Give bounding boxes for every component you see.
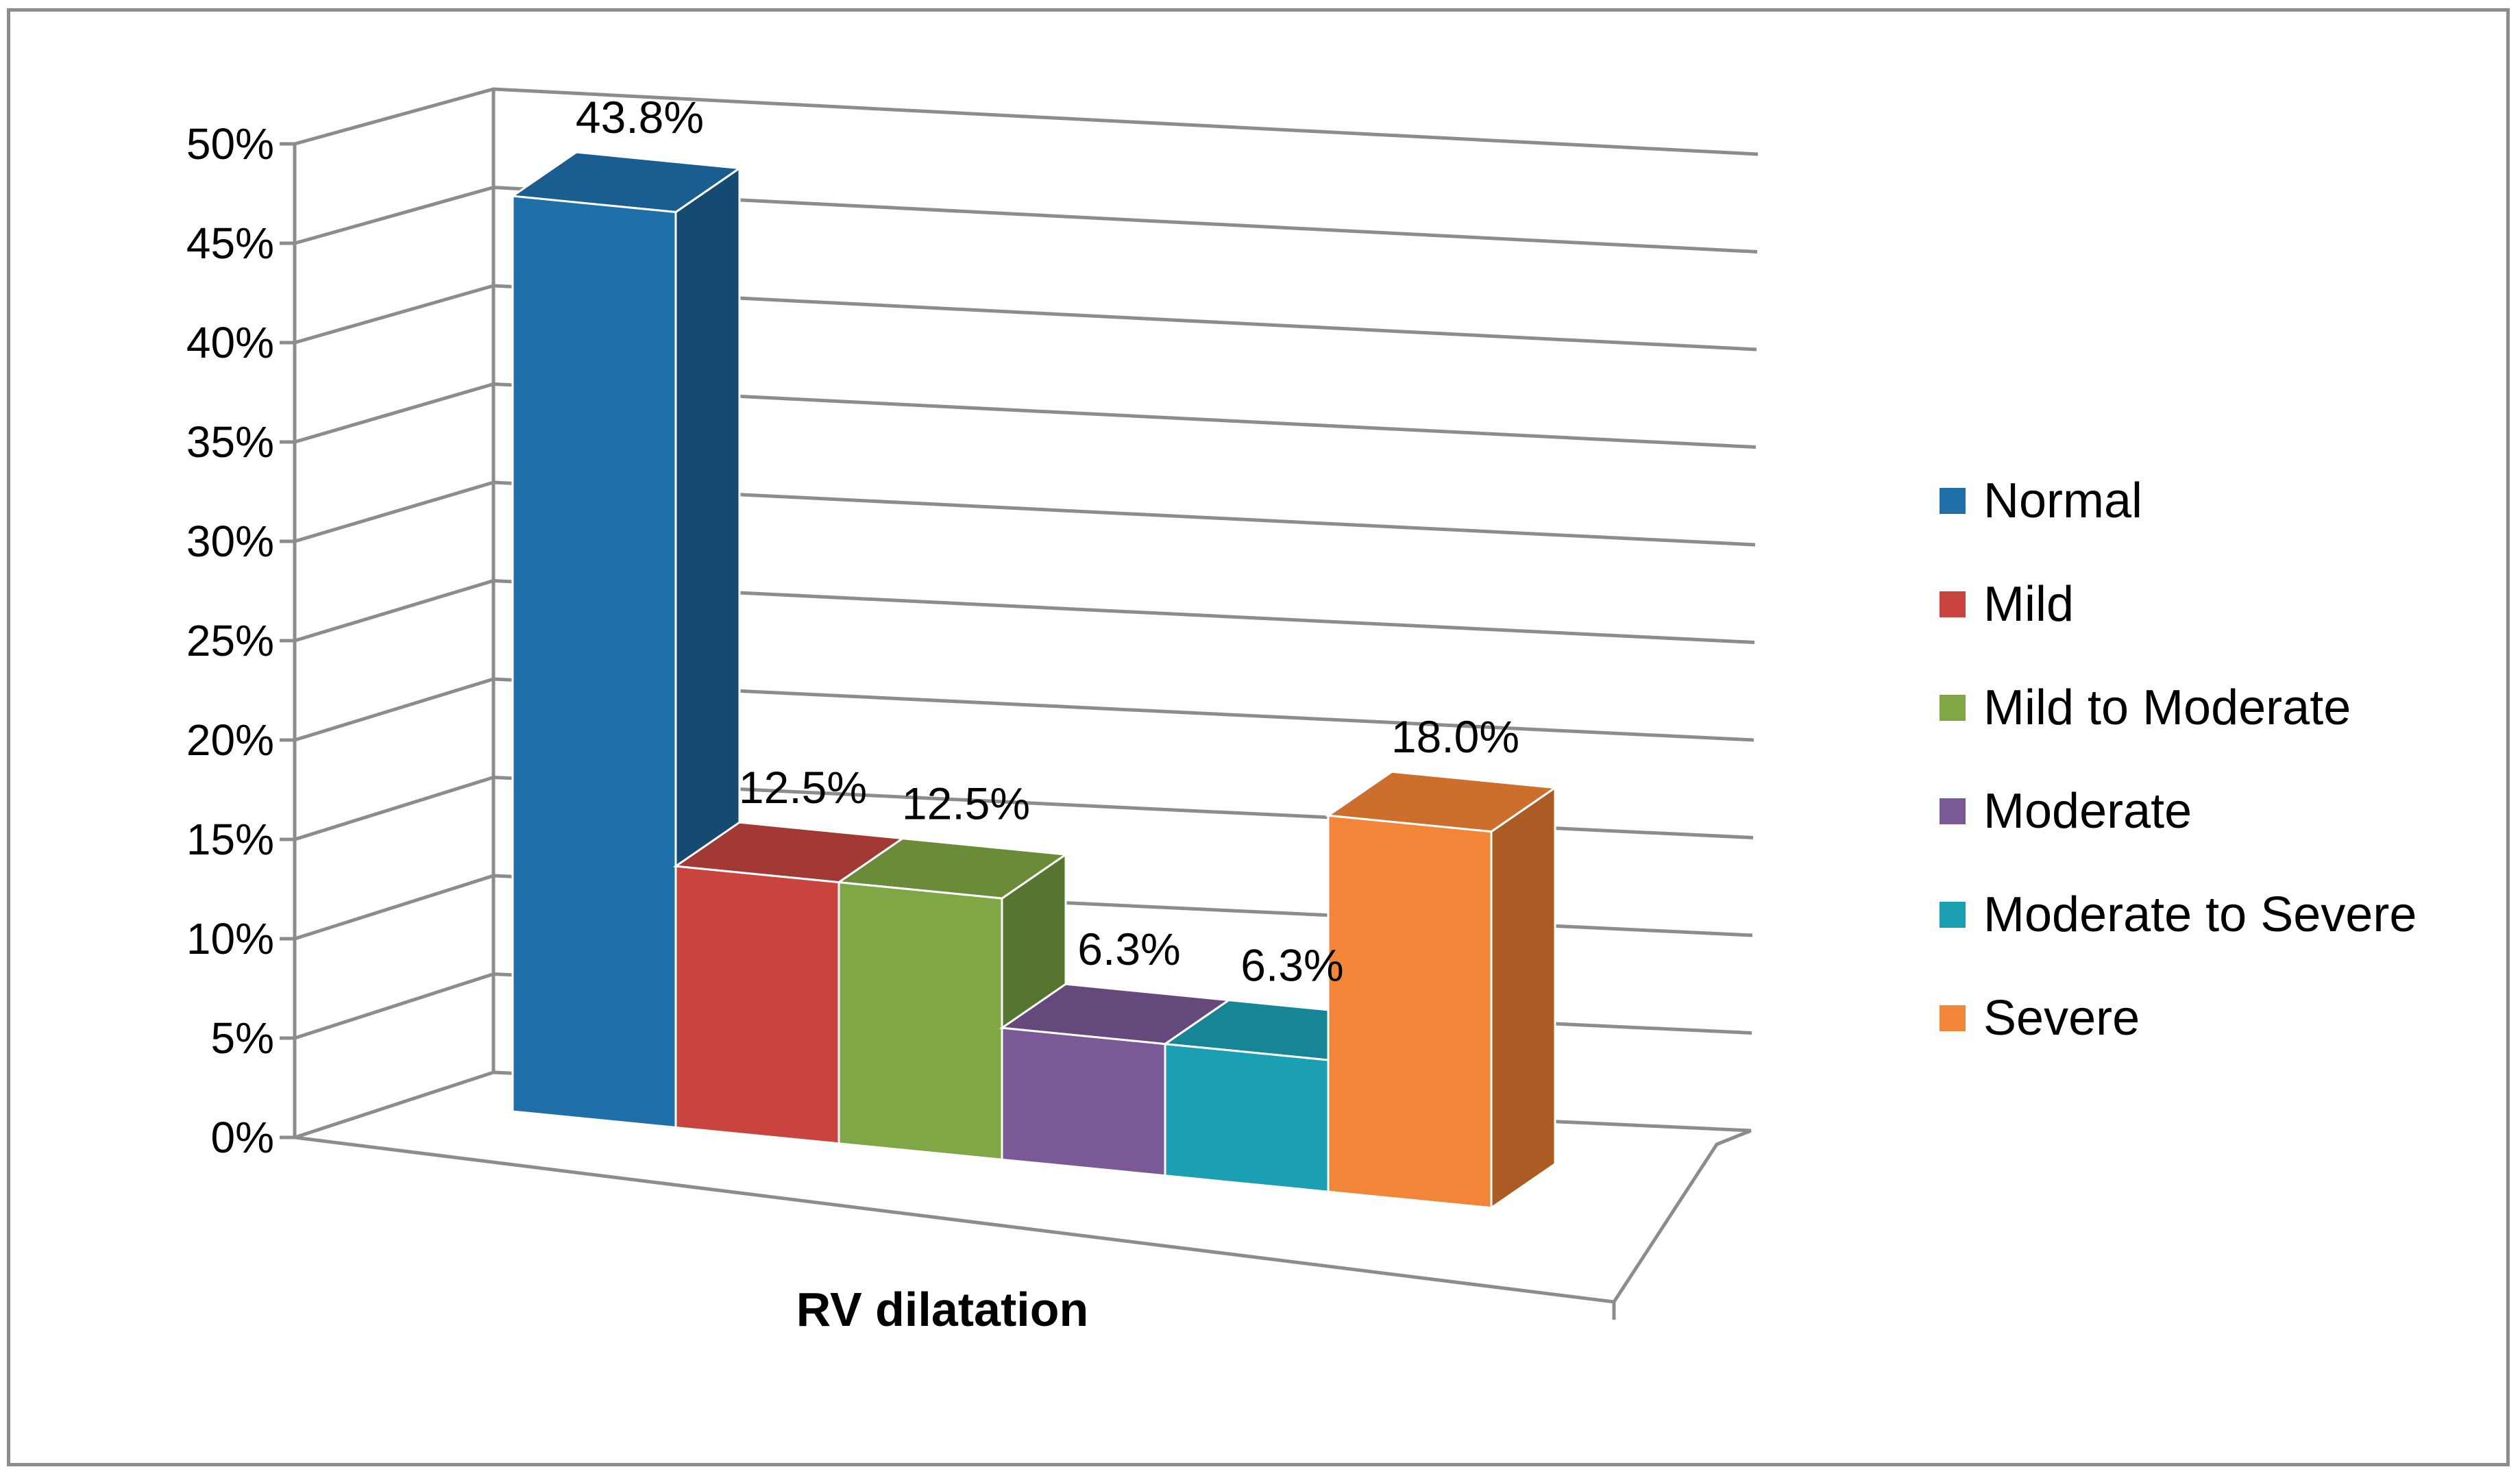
legend-label: Severe [1983,990,2140,1046]
legend-swatch-icon [1940,591,1966,617]
bar-side-face [1490,785,1556,1210]
gridline [294,87,1759,156]
legend-label: Normal [1983,473,2143,528]
y-tick-label: 35% [186,417,274,467]
legend-item-mild: Mild [1940,552,2417,656]
y-tick-label: 0% [211,1113,275,1162]
data-label: 43.8% [576,92,704,143]
data-labels: 43.8% 12.5% 12.5% 6.3% 6.3% 18.0% [576,92,1519,991]
axes: 0% 5% 10% 15% 20% 25% 30% 35% 40% 45% 50% [186,89,1752,1320]
y-tick-label: 25% [186,616,274,665]
bar-front-face [511,195,677,1129]
y-tick-label: 5% [211,1013,275,1063]
legend-swatch-icon [1940,901,1966,928]
legend-label: Moderate to Severe [1983,887,2417,942]
legend-label: Mild [1983,576,2075,632]
x-axis-title: RV dilatation [796,1283,1089,1336]
legend-label: Mild to Moderate [1983,680,2351,735]
bar-front-face [1164,1042,1330,1193]
bar-front-face [1001,1026,1166,1177]
legend-swatch-icon [1940,1005,1966,1031]
y-tick-label: 45% [186,219,274,268]
y-tick-label: 30% [186,517,274,566]
bar-front-face [1327,814,1493,1209]
data-label: 12.5% [902,778,1030,829]
bar-front-face [837,880,1003,1161]
y-tick-label: 10% [186,914,274,963]
y-tick-label: 15% [186,815,274,864]
legend-label: Moderate [1983,783,2192,839]
legend-swatch-icon [1940,798,1966,824]
data-label: 12.5% [739,762,867,813]
chart-frame [7,8,2510,1466]
legend: Normal Mild Mild to Moderate Moderate Mo… [1940,449,2417,1070]
y-tick-label: 40% [186,318,274,367]
legend-item-moderate: Moderate [1940,759,2417,863]
legend-item-mild-to-moderate: Mild to Moderate [1940,656,2417,759]
data-label: 6.3% [1240,940,1343,991]
legend-item-severe: Severe [1940,966,2417,1070]
data-label: 6.3% [1077,924,1180,974]
bar-front-face [674,865,840,1145]
legend-swatch-icon [1940,694,1966,721]
data-label: 18.0% [1391,711,1519,762]
legend-item-normal: Normal [1940,449,2417,552]
bar-severe [1325,770,1558,1210]
y-tick-label: 20% [186,715,274,765]
floor-outline [294,1129,1752,1304]
legend-swatch-icon [1940,487,1966,514]
y-tick-label: 50% [186,119,274,169]
legend-item-moderate-to-severe: Moderate to Severe [1940,863,2417,966]
bars [509,151,1558,1210]
